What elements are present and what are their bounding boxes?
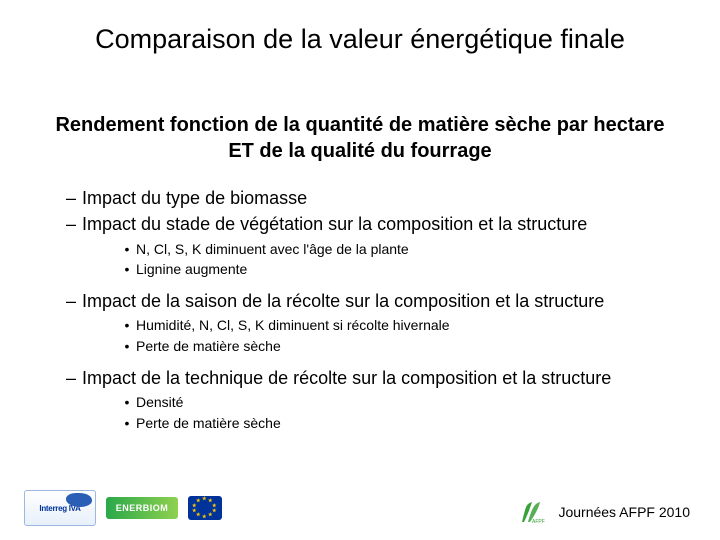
- sublist-item: • Densité: [118, 392, 680, 412]
- enerbiom-logo-label: ENERBIOM: [116, 503, 169, 513]
- list-item: – Impact de la technique de récolte sur …: [60, 366, 680, 390]
- sublist-item-text: Densité: [136, 392, 680, 412]
- bullet-icon: •: [118, 413, 136, 433]
- footer-right: AFPF Journées AFPF 2010: [518, 500, 690, 524]
- list-item: – Impact du stade de végétation sur la c…: [60, 212, 680, 236]
- sublist-item: • Lignine augmente: [118, 259, 680, 279]
- dash-bullet-icon: –: [60, 366, 82, 390]
- list-item-text: Impact de la saison de la récolte sur la…: [82, 289, 680, 313]
- bullet-icon: •: [118, 259, 136, 279]
- sublist-item: • N, Cl, S, K diminuent avec l'âge de la…: [118, 239, 680, 259]
- sublist-item-text: N, Cl, S, K diminuent avec l'âge de la p…: [136, 239, 680, 259]
- list-item-text: Impact de la technique de récolte sur la…: [82, 366, 680, 390]
- sublist-item-text: Humidité, N, Cl, S, K diminuent si récol…: [136, 315, 680, 335]
- sublist-item-text: Perte de matière sèche: [136, 336, 680, 356]
- dash-bullet-icon: –: [60, 186, 82, 210]
- sublist-item: • Perte de matière sèche: [118, 336, 680, 356]
- spacer: [60, 279, 680, 289]
- spacer: [60, 356, 680, 366]
- afpf-logo-icon: AFPF: [518, 500, 548, 524]
- sublist-item: • Humidité, N, Cl, S, K diminuent si réc…: [118, 315, 680, 335]
- dash-bullet-icon: –: [60, 289, 82, 313]
- slide-title: Comparaison de la valeur énergétique fin…: [0, 24, 720, 55]
- bullet-icon: •: [118, 392, 136, 412]
- interreg-shape-icon: [66, 493, 92, 507]
- subtitle-line-1: Rendement fonction de la quantité de mat…: [55, 114, 664, 136]
- list-item-text: Impact du stade de végétation sur la com…: [82, 212, 680, 236]
- bullet-icon: •: [118, 336, 136, 356]
- list-item: – Impact de la saison de la récolte sur …: [60, 289, 680, 313]
- sublist-item-text: Lignine augmente: [136, 259, 680, 279]
- interreg-logo: Interreg IVA: [24, 490, 96, 526]
- dash-bullet-icon: –: [60, 212, 82, 236]
- slide-body: – Impact du type de biomasse – Impact du…: [60, 186, 680, 433]
- bullet-icon: •: [118, 315, 136, 335]
- bullet-icon: •: [118, 239, 136, 259]
- eu-flag-icon: ★ ★ ★ ★ ★ ★ ★ ★ ★ ★: [188, 496, 222, 520]
- enerbiom-logo: ENERBIOM: [106, 497, 178, 519]
- list-item-text: Impact du type de biomasse: [82, 186, 680, 210]
- sublist-item-text: Perte de matière sèche: [136, 413, 680, 433]
- slide: { "title": "Comparaison de la valeur éne…: [0, 0, 720, 540]
- footer-conference-text: Journées AFPF 2010: [558, 504, 690, 520]
- footer-logos: Interreg IVA ENERBIOM ★ ★ ★ ★ ★ ★ ★ ★ ★ …: [24, 490, 222, 526]
- slide-subtitle: Rendement fonction de la quantité de mat…: [0, 112, 720, 164]
- sublist-item: • Perte de matière sèche: [118, 413, 680, 433]
- list-item: – Impact du type de biomasse: [60, 186, 680, 210]
- svg-text:AFPF: AFPF: [532, 519, 545, 524]
- subtitle-line-2: ET de la qualité du fourrage: [228, 140, 491, 162]
